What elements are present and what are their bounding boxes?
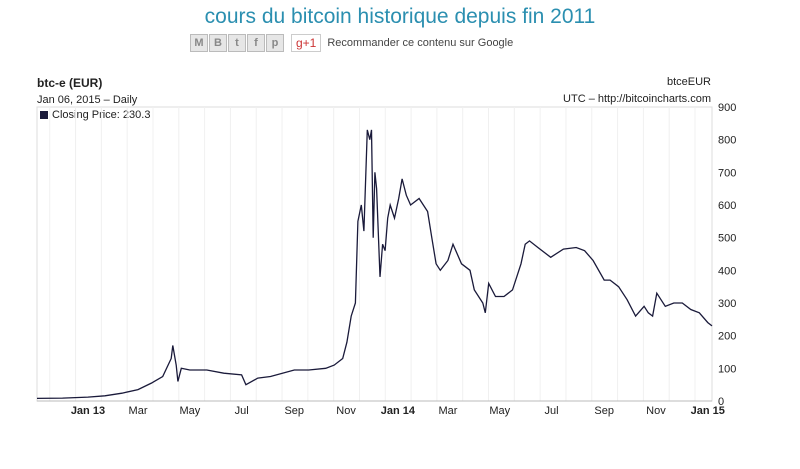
legend-swatch [40,111,48,119]
google-plus-one-button[interactable]: g+1 [291,34,322,52]
x-tick-label: May [179,405,200,417]
y-tick-label: 300 [718,298,736,310]
chart-source: UTC – http://bitcoincharts.com [563,93,711,105]
x-tick-label: Jan 15 [691,405,725,417]
x-tick-label: Sep [594,405,614,417]
chart-subtitle: Jan 06, 2015 – Daily [37,94,138,106]
legend: Closing Price: 230.3 [40,109,150,121]
legend-label: Closing Price: 230.3 [52,109,151,121]
x-tick-label: Jan 14 [381,405,416,417]
y-tick-label: 500 [718,233,736,245]
x-tick-label: Jan 13 [71,405,105,417]
y-tick-label: 900 [718,102,736,114]
y-tick-label: 0 [718,396,724,408]
y-tick-label: 600 [718,200,736,212]
y-tick-label: 100 [718,363,736,375]
x-tick-label: Mar [129,405,148,417]
x-tick-label: Nov [336,405,356,417]
recommend-text: Recommander ce contenu sur Google [327,37,514,49]
facebook-icon[interactable]: f [247,34,265,52]
blogger-icon[interactable]: B [209,34,227,52]
chart-symbol: btceEUR [666,76,711,88]
twitter-icon[interactable]: t [228,34,246,52]
x-tick-label: Nov [646,405,666,417]
y-tick-label: 800 [718,135,736,147]
y-tick-label: 700 [718,167,736,179]
gmail-icon[interactable]: M [190,34,208,52]
x-tick-label: Jul [544,405,558,417]
x-tick-label: May [489,405,510,417]
x-tick-label: Sep [284,405,304,417]
page-title: cours du bitcoin historique depuis fin 2… [204,5,596,28]
y-tick-label: 400 [718,265,736,277]
plot-area [36,106,713,402]
x-tick-label: Jul [235,405,249,417]
price-line [36,129,713,400]
y-tick-label: 200 [718,331,736,343]
pinterest-icon[interactable]: p [266,34,284,52]
x-tick-label: Mar [438,405,457,417]
chart-title: btc-e (EUR) [37,76,103,90]
